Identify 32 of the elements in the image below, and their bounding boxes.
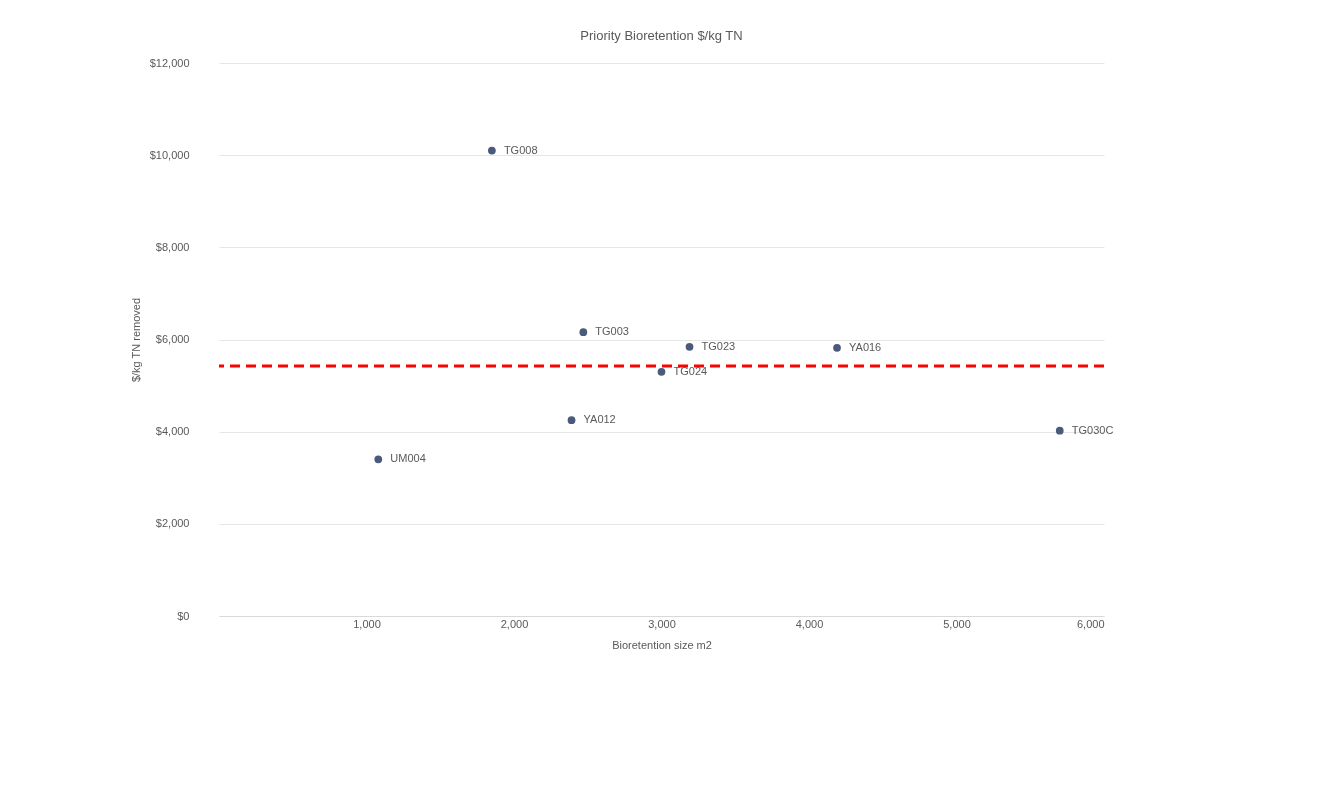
point [833,343,841,352]
x-axis-title: Bioretention size m2 [612,638,712,651]
y-tick-label: $8,000 [155,240,190,253]
point [579,328,588,336]
chart-title: Priority Bioretention $/kg TN [580,28,743,43]
annotation: TG003 [595,325,629,338]
y-tick-label: $10,000 [149,148,190,161]
x-tick-label: 3,000 [648,617,676,630]
x-tick-label: 1,000 [353,617,381,630]
x-tick-label: 6,000 [1076,617,1105,630]
x-tick-label: 2,000 [500,617,529,630]
x-tick-label: 5,000 [943,617,971,630]
point [488,146,496,155]
point [1055,426,1064,435]
annotation: TG023 [701,339,736,352]
y-tick-label: $4,000 [155,425,190,438]
point [657,367,666,376]
annotation: YA012 [583,413,616,426]
y-tick-label: $2,000 [155,517,190,530]
point [685,343,694,351]
annotation: TG030C [1071,423,1114,436]
y-tick-label: $12,000 [149,56,190,69]
y-axis-title: $/kg TN removed [129,297,142,383]
point [567,416,576,425]
y-tick-label: $0 [177,609,190,622]
annotation: YA016 [849,340,882,353]
x-tick-label: 4,000 [795,617,824,630]
point [374,455,383,464]
y-tick-label: $6,000 [155,333,190,345]
annotation: UM004 [390,452,426,465]
annotation: TG008 [503,143,538,156]
annotation: TG024 [673,364,708,377]
